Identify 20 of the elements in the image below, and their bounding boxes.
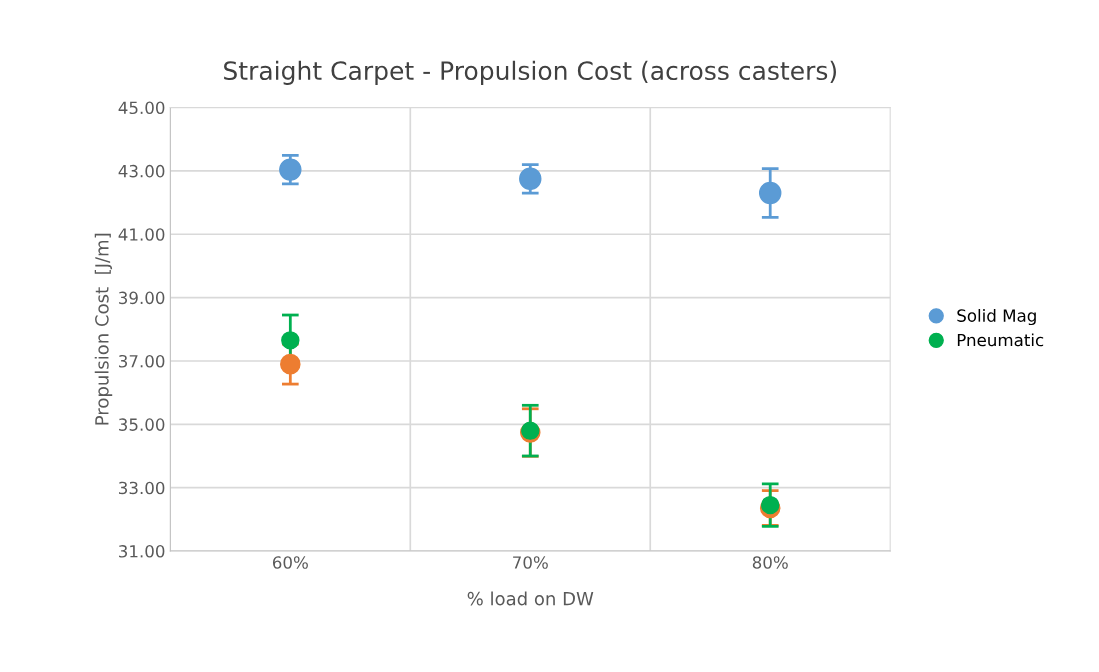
x-axis-title: % load on DW [467,591,594,606]
legend-label: Pneumatic [957,333,1044,347]
y-tick-label: 33.00 [119,481,165,495]
y-tick-label: 37.00 [119,354,165,368]
y-tick-label: 45.00 [118,101,165,115]
y-tick-label: 35.00 [119,418,165,431]
point [758,181,782,205]
x-tick-label: 80% [752,556,788,569]
y-tick-label: 41.00 [118,228,165,241]
y-axis-title: Propulsion Cost [J/m] [94,233,113,425]
point [279,158,302,181]
x-tick-label: 60% [272,556,308,569]
y-tick-label: 39.00 [119,291,165,305]
y-tick-label: 43.00 [118,164,165,178]
y-tick-label: 31.00 [119,545,165,558]
legend-label: Solid Mag [957,308,1036,326]
point [280,353,301,375]
x-tick-label: 70% [513,556,548,569]
chart-title: Straight Carpet - Propulsion Cost (across casters) [224,60,836,85]
point [281,331,300,350]
